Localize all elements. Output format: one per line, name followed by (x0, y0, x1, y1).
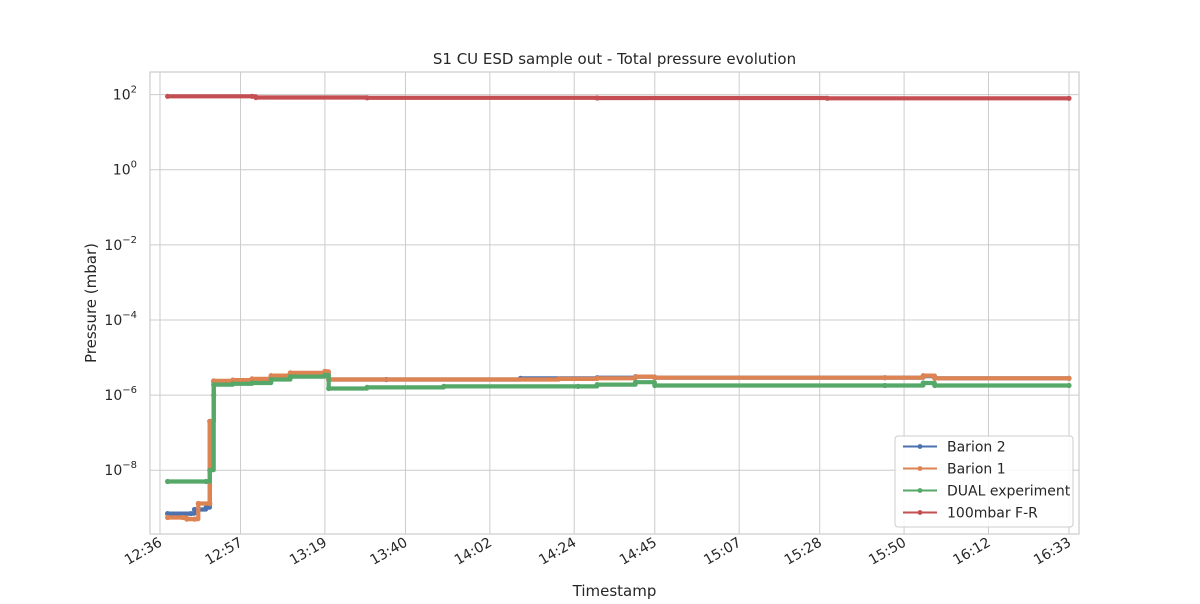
data-point (652, 375, 658, 381)
data-point (322, 368, 328, 374)
data-point (594, 375, 600, 381)
y-tick-exponent: −2 (122, 235, 137, 246)
legend: Barion 2 Barion 1 DUAL experiment 100mbar F… (894, 435, 1074, 528)
y-tick-label: 10−6 (104, 385, 137, 404)
legend-item: Barion 1 (903, 462, 1006, 478)
legend-label: Barion 1 (947, 462, 1006, 478)
data-point (268, 373, 274, 379)
data-point (287, 370, 293, 376)
data-point (364, 95, 370, 101)
data-point (322, 372, 328, 378)
data-point (191, 506, 198, 513)
data-point (652, 382, 658, 389)
legend-swatch-marker (917, 510, 923, 515)
data-point (207, 467, 213, 473)
data-point (249, 376, 255, 382)
legend-label: Barion 2 (947, 440, 1006, 456)
y-tick-base: 10 (104, 313, 122, 329)
series-line (165, 94, 1072, 101)
y-tick-exponent: −8 (122, 460, 137, 471)
series-layer (165, 93, 1072, 522)
data-point (326, 385, 332, 392)
data-point (207, 500, 213, 507)
data-point (1066, 375, 1072, 381)
data-point (882, 375, 888, 381)
data-point (575, 383, 581, 389)
y-tick-label: 10−2 (104, 235, 137, 254)
data-point (268, 376, 274, 383)
series-100mbar-f-r (165, 93, 1072, 101)
data-point (195, 500, 201, 507)
data-point (594, 382, 600, 388)
data-point (191, 516, 198, 522)
data-point (920, 373, 926, 379)
data-point (230, 381, 236, 387)
data-point (188, 510, 194, 517)
data-point (230, 377, 236, 383)
data-point (824, 95, 831, 101)
data-point (253, 94, 259, 101)
y-tick-base: 10 (113, 163, 131, 179)
y-tick-exponent: −6 (122, 385, 137, 396)
x-axis-label: Timestamp (572, 582, 657, 600)
legend-label: DUAL experiment (947, 484, 1071, 500)
data-point (932, 382, 938, 389)
data-point (633, 374, 639, 380)
data-point (207, 418, 213, 424)
data-point (882, 382, 888, 389)
data-point (211, 382, 217, 388)
data-point (441, 383, 447, 389)
data-point (1066, 95, 1072, 101)
data-point (165, 510, 171, 517)
data-point (211, 378, 217, 384)
y-tick-base: 10 (104, 238, 122, 254)
legend-item: DUAL experiment (903, 484, 1071, 500)
data-point (287, 374, 293, 380)
chart-title: S1 CU ESD sample out - Total pressure ev… (433, 50, 796, 68)
data-point (203, 505, 209, 511)
y-tick-label: 10−4 (104, 310, 137, 329)
data-point (932, 375, 938, 381)
data-point (364, 384, 370, 390)
y-tick-label: 102 (113, 85, 137, 104)
series-dual-experiment (165, 372, 1072, 485)
y-tick-exponent: 0 (131, 160, 137, 171)
data-point (920, 380, 926, 386)
y-tick-base: 10 (104, 463, 122, 479)
data-point (594, 95, 600, 101)
data-point (556, 376, 562, 382)
y-tick-label: 100 (113, 160, 137, 179)
plot-frame (149, 71, 1080, 535)
y-tick-exponent: 2 (131, 85, 137, 96)
legend-label: 100mbar F-R (947, 506, 1038, 522)
data-point (1066, 382, 1072, 389)
legend-swatch-marker (917, 444, 923, 449)
legend-box (894, 435, 1074, 528)
y-tick-base: 10 (104, 388, 122, 404)
data-point (249, 93, 255, 99)
legend-swatch-marker (917, 488, 923, 493)
legend-item: Barion 2 (903, 440, 1006, 456)
data-point (165, 93, 171, 99)
y-tick-label: 10−8 (104, 460, 137, 479)
legend-swatch-marker (917, 466, 923, 471)
data-point (165, 514, 171, 521)
data-point (165, 478, 171, 485)
legend-item: 100mbar F-R (903, 506, 1038, 522)
grid-layer (150, 72, 1079, 534)
y-axis-label: Pressure (mbar) (82, 243, 100, 363)
data-point (184, 516, 190, 522)
y-tick-base: 10 (113, 88, 131, 104)
data-point (203, 478, 209, 485)
data-point (249, 380, 255, 386)
data-point (633, 379, 639, 385)
y-tick-exponent: −4 (122, 310, 137, 321)
data-point (211, 392, 217, 398)
